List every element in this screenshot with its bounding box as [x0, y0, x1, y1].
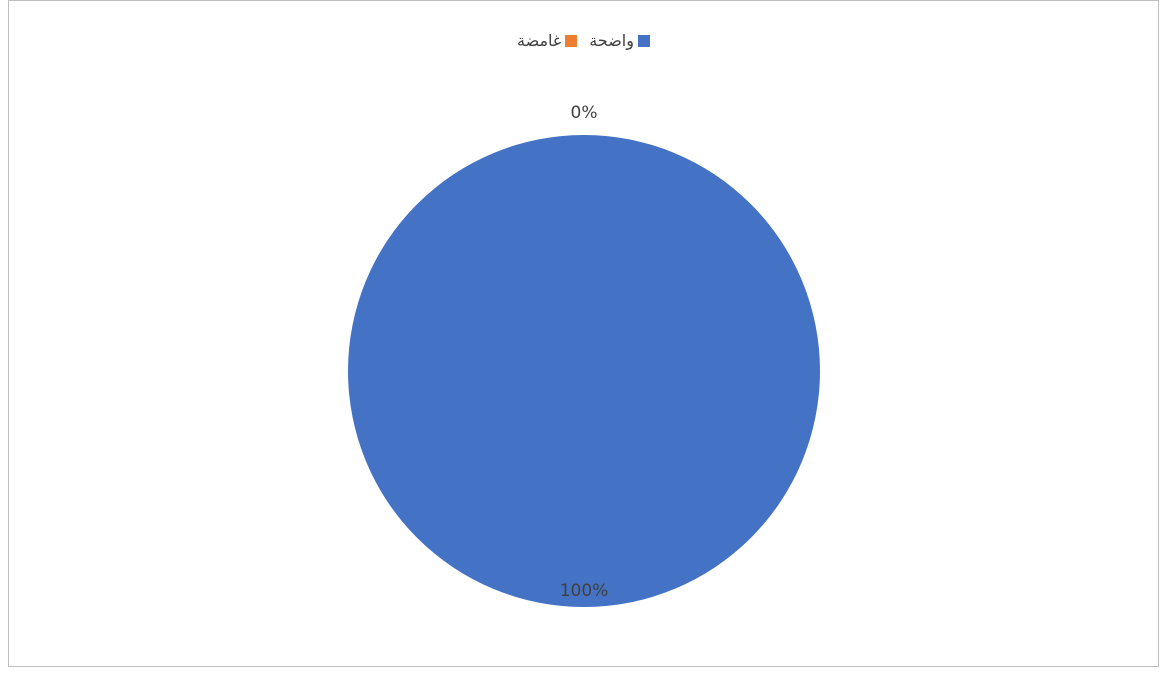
data-label-clear: 100% — [560, 581, 609, 601]
pie-slice-clear — [348, 135, 820, 607]
data-label-vague: 0% — [571, 103, 598, 123]
